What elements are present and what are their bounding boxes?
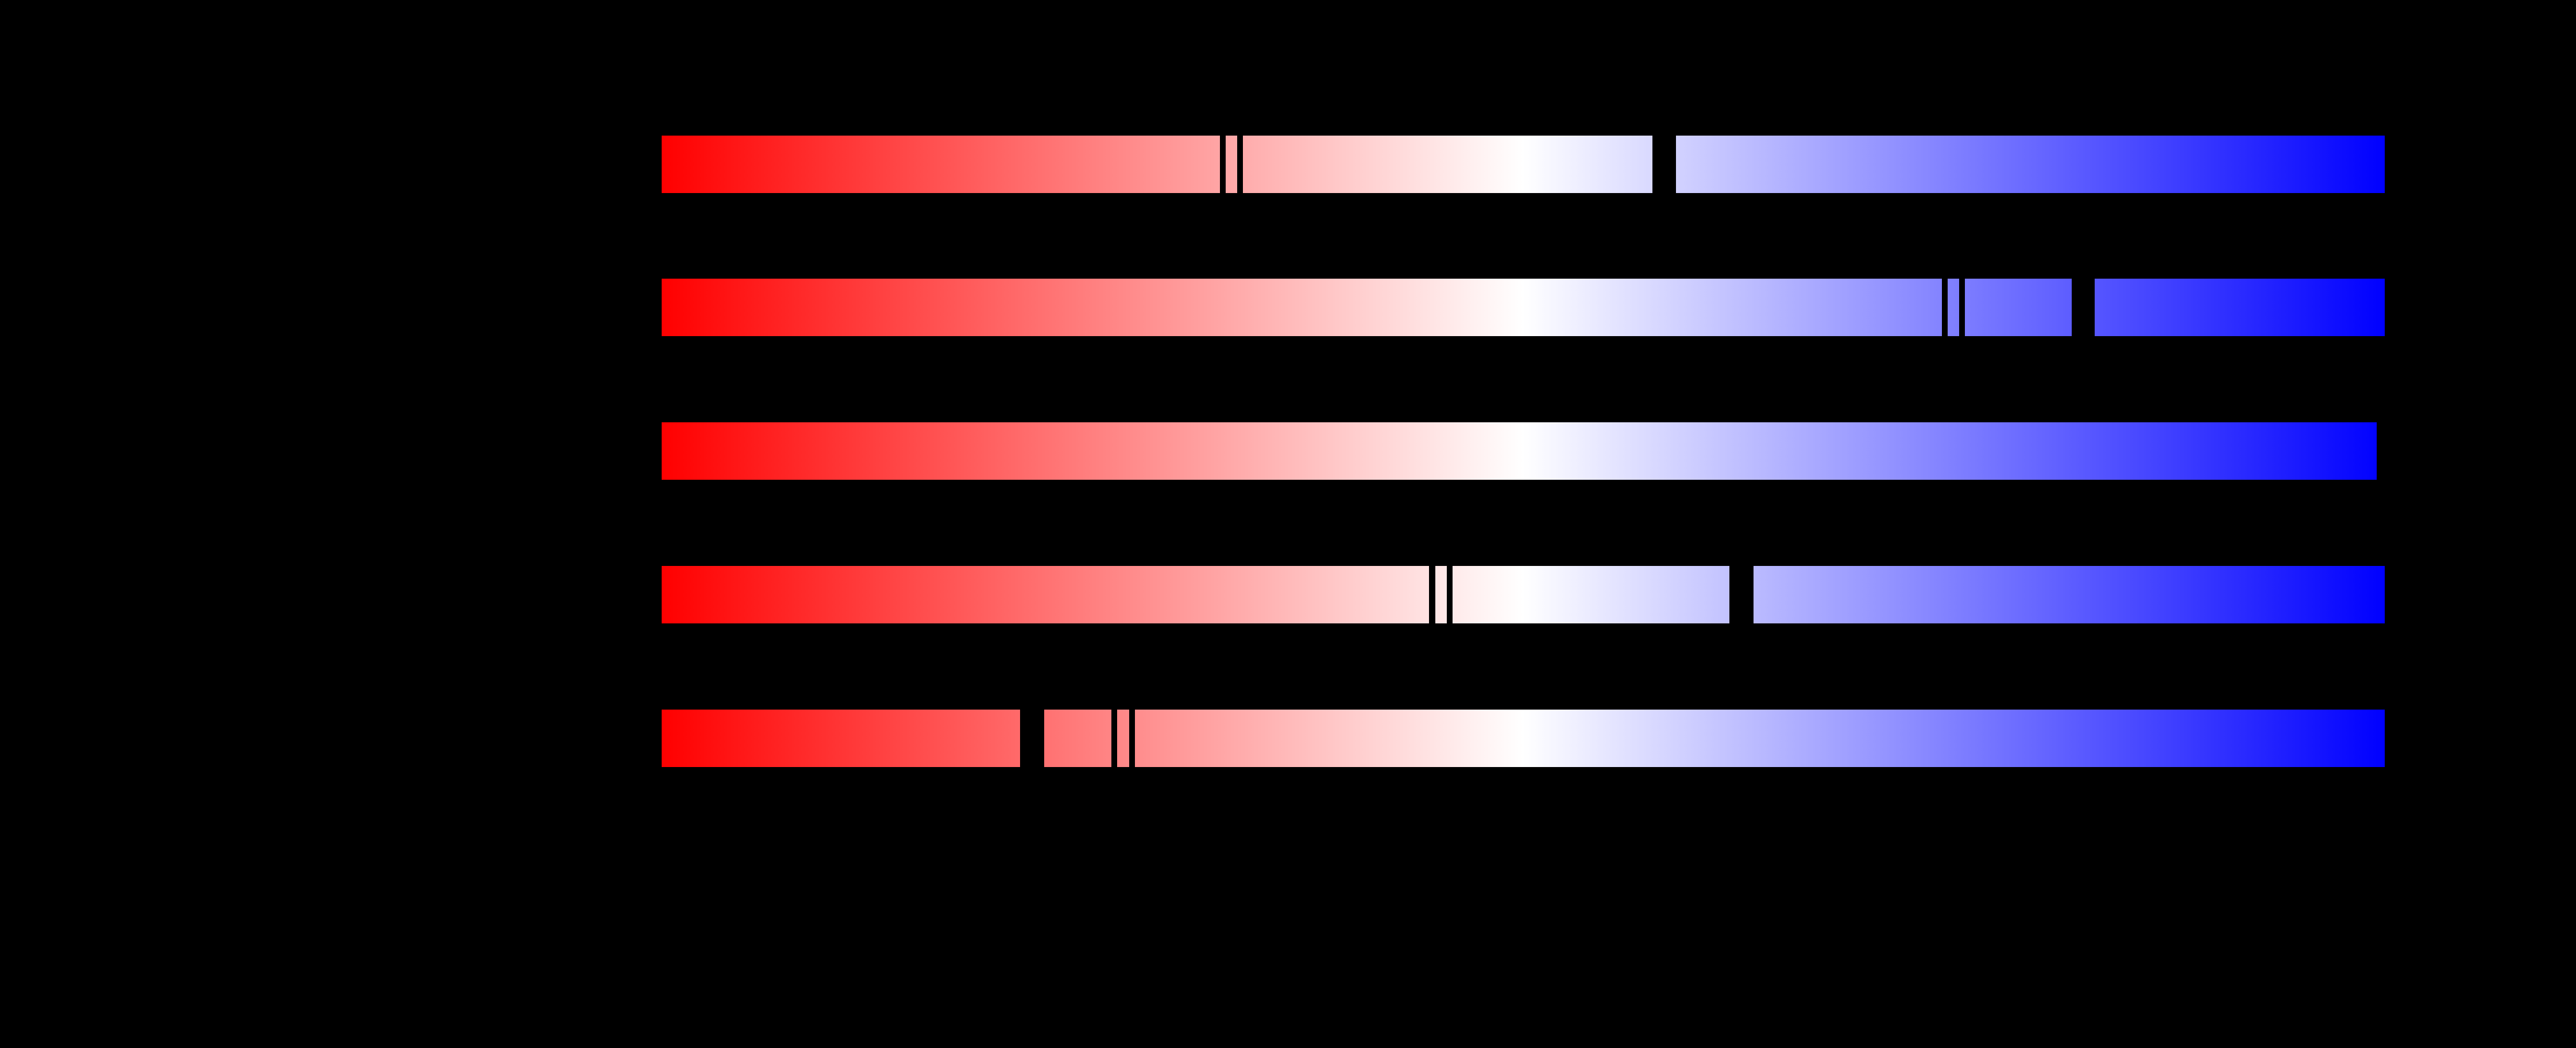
gradient-bar-row5: [662, 710, 2385, 767]
wide-gap-marker: [2072, 279, 2095, 336]
gradient-bar-row4: [662, 566, 2385, 623]
wide-gap-marker: [1652, 136, 1676, 193]
gradient-bar-row1: [662, 136, 2385, 193]
thin-line-marker: [1129, 710, 1135, 767]
thin-line-marker: [1942, 279, 1948, 336]
thin-line-marker: [1429, 566, 1435, 623]
wide-gap-marker: [1020, 710, 1044, 767]
gradient-bar-row2: [662, 279, 2385, 336]
thin-line-marker: [1237, 136, 1243, 193]
thin-line-marker: [1111, 710, 1117, 767]
thin-line-marker: [1447, 566, 1453, 623]
wide-gap-marker: [1729, 566, 1754, 623]
thin-line-marker: [1959, 279, 1965, 336]
gradient-bar-row3: [662, 422, 2377, 480]
thin-line-marker: [1220, 136, 1226, 193]
